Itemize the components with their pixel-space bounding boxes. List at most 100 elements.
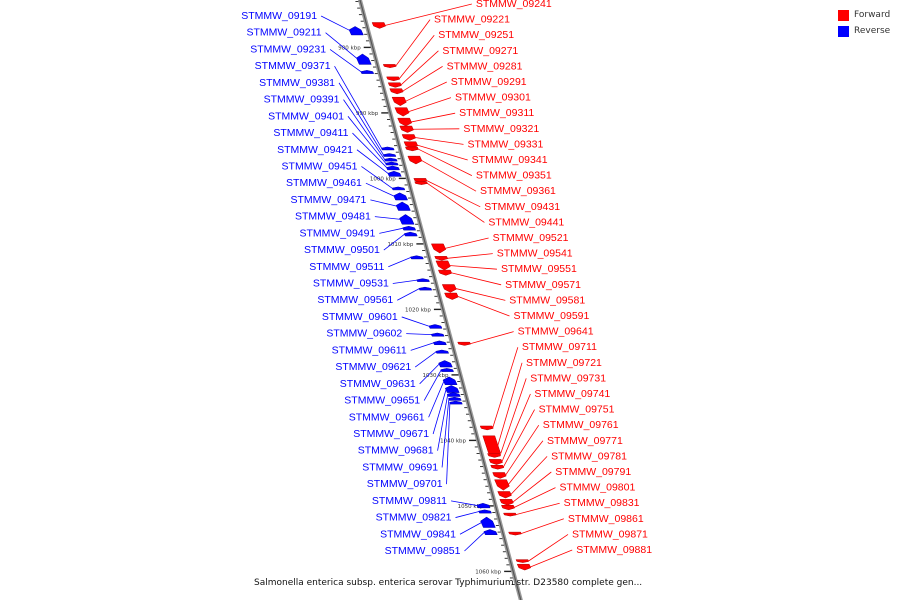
- forward-gene-arrow[interactable]: [490, 465, 505, 470]
- forward-gene-arrow[interactable]: [371, 22, 386, 29]
- forward-gene-label[interactable]: STMMW_09361: [480, 185, 556, 197]
- reverse-gene-arrow[interactable]: [393, 192, 408, 201]
- reverse-gene-arrow[interactable]: [478, 509, 492, 514]
- forward-gene-label[interactable]: STMMW_09521: [493, 232, 569, 244]
- reverse-gene-arrow[interactable]: [448, 396, 462, 401]
- reverse-gene-arrow[interactable]: [483, 529, 498, 535]
- forward-gene-arrow[interactable]: [397, 117, 413, 127]
- forward-gene-label[interactable]: STMMW_09431: [484, 201, 560, 213]
- reverse-gene-arrow[interactable]: [360, 70, 375, 74]
- forward-gene-label[interactable]: STMMW_09641: [518, 326, 594, 338]
- forward-gene-arrow[interactable]: [492, 472, 507, 479]
- forward-gene-label[interactable]: STMMW_09781: [551, 450, 627, 462]
- reverse-gene-label[interactable]: STMMW_09621: [335, 361, 411, 373]
- forward-gene-arrow[interactable]: [497, 491, 512, 499]
- reverse-gene-label[interactable]: STMMW_09471: [291, 194, 367, 206]
- forward-gene-label[interactable]: STMMW_09861: [568, 513, 644, 525]
- reverse-gene-label[interactable]: STMMW_09381: [259, 77, 335, 89]
- forward-gene-arrow[interactable]: [438, 269, 453, 276]
- forward-gene-arrow[interactable]: [387, 82, 402, 88]
- reverse-gene-arrow[interactable]: [442, 376, 458, 385]
- forward-gene-label[interactable]: STMMW_09251: [438, 29, 514, 41]
- reverse-gene-label[interactable]: STMMW_09821: [376, 512, 452, 524]
- reverse-gene-arrow[interactable]: [381, 146, 395, 151]
- reverse-gene-arrow[interactable]: [382, 153, 397, 157]
- forward-gene-label[interactable]: STMMW_09221: [434, 14, 510, 26]
- reverse-gene-arrow[interactable]: [391, 186, 406, 191]
- reverse-gene-label[interactable]: STMMW_09631: [340, 378, 416, 390]
- forward-gene-arrow[interactable]: [488, 459, 503, 465]
- forward-gene-arrow[interactable]: [494, 479, 510, 491]
- forward-gene-arrow[interactable]: [386, 76, 401, 82]
- reverse-gene-arrow[interactable]: [402, 225, 417, 231]
- forward-gene-arrow[interactable]: [516, 563, 532, 571]
- forward-gene-arrow[interactable]: [401, 134, 416, 141]
- forward-gene-label[interactable]: STMMW_09351: [476, 170, 552, 182]
- forward-gene-arrow[interactable]: [391, 96, 407, 106]
- forward-gene-arrow[interactable]: [501, 504, 515, 511]
- reverse-gene-label[interactable]: STMMW_09451: [282, 160, 358, 172]
- forward-gene-label[interactable]: STMMW_09801: [559, 482, 635, 494]
- forward-gene-arrow[interactable]: [407, 155, 423, 165]
- forward-gene-label[interactable]: STMMW_09271: [442, 45, 518, 57]
- reverse-gene-arrow[interactable]: [480, 516, 496, 528]
- forward-gene-label[interactable]: STMMW_09301: [455, 92, 531, 104]
- forward-gene-arrow[interactable]: [382, 64, 397, 68]
- reverse-gene-arrow[interactable]: [418, 286, 433, 291]
- reverse-gene-arrow[interactable]: [387, 170, 402, 177]
- forward-gene-arrow[interactable]: [503, 512, 517, 517]
- forward-gene-label[interactable]: STMMW_09721: [526, 357, 602, 369]
- reverse-gene-arrow[interactable]: [410, 255, 424, 260]
- forward-gene-label[interactable]: STMMW_09281: [447, 60, 523, 72]
- reverse-gene-label[interactable]: STMMW_09701: [367, 478, 443, 490]
- reverse-gene-arrow[interactable]: [386, 165, 400, 171]
- forward-gene-arrow[interactable]: [515, 559, 530, 563]
- reverse-gene-arrow[interactable]: [449, 400, 463, 405]
- reverse-gene-arrow[interactable]: [430, 332, 445, 337]
- forward-gene-label[interactable]: STMMW_09541: [497, 248, 573, 260]
- forward-gene-arrow[interactable]: [444, 292, 459, 300]
- reverse-gene-label[interactable]: STMMW_09501: [304, 244, 380, 256]
- forward-gene-label[interactable]: STMMW_09571: [505, 279, 581, 291]
- forward-gene-label[interactable]: STMMW_09551: [501, 263, 577, 275]
- forward-gene-arrow[interactable]: [508, 531, 522, 536]
- reverse-gene-arrow[interactable]: [438, 360, 453, 368]
- reverse-gene-arrow[interactable]: [432, 340, 447, 346]
- reverse-gene-label[interactable]: STMMW_09601: [322, 311, 398, 323]
- reverse-gene-label[interactable]: STMMW_09851: [385, 545, 461, 557]
- reverse-gene-arrow[interactable]: [476, 503, 491, 509]
- reverse-gene-label[interactable]: STMMW_09531: [313, 278, 389, 290]
- forward-gene-label[interactable]: STMMW_09751: [539, 404, 615, 416]
- forward-gene-label[interactable]: STMMW_09791: [555, 466, 631, 478]
- reverse-gene-label[interactable]: STMMW_09841: [380, 528, 456, 540]
- forward-gene-label[interactable]: STMMW_09741: [534, 388, 610, 400]
- forward-gene-label[interactable]: STMMW_09441: [488, 216, 564, 228]
- reverse-gene-arrow[interactable]: [348, 26, 364, 36]
- reverse-gene-arrow[interactable]: [384, 157, 398, 162]
- forward-gene-label[interactable]: STMMW_09291: [451, 76, 527, 88]
- forward-gene-label[interactable]: STMMW_09771: [547, 435, 623, 447]
- reverse-gene-label[interactable]: STMMW_09611: [332, 344, 407, 356]
- reverse-gene-arrow[interactable]: [444, 385, 460, 393]
- forward-gene-arrow[interactable]: [394, 107, 410, 117]
- reverse-gene-label[interactable]: STMMW_09561: [317, 294, 393, 306]
- reverse-gene-label[interactable]: STMMW_09491: [299, 227, 375, 239]
- forward-gene-label[interactable]: STMMW_09591: [513, 310, 589, 322]
- reverse-gene-arrow[interactable]: [435, 349, 450, 354]
- reverse-gene-label[interactable]: STMMW_09811: [372, 495, 447, 507]
- forward-gene-arrow[interactable]: [487, 453, 501, 458]
- forward-gene-label[interactable]: STMMW_09731: [530, 372, 606, 384]
- reverse-gene-label[interactable]: STMMW_09391: [264, 94, 340, 106]
- reverse-gene-label[interactable]: STMMW_09401: [268, 110, 344, 122]
- forward-gene-label[interactable]: STMMW_09581: [509, 294, 585, 306]
- forward-gene-label[interactable]: STMMW_09761: [543, 419, 619, 431]
- reverse-gene-arrow[interactable]: [356, 53, 372, 65]
- reverse-gene-arrow[interactable]: [395, 201, 411, 211]
- forward-gene-label[interactable]: STMMW_09871: [572, 528, 648, 540]
- forward-gene-arrow[interactable]: [434, 256, 449, 261]
- reverse-gene-label[interactable]: STMMW_09661: [349, 411, 425, 423]
- reverse-gene-arrow[interactable]: [440, 368, 454, 372]
- reverse-gene-arrow[interactable]: [399, 214, 415, 225]
- reverse-gene-arrow[interactable]: [385, 161, 399, 166]
- reverse-gene-arrow[interactable]: [446, 392, 461, 397]
